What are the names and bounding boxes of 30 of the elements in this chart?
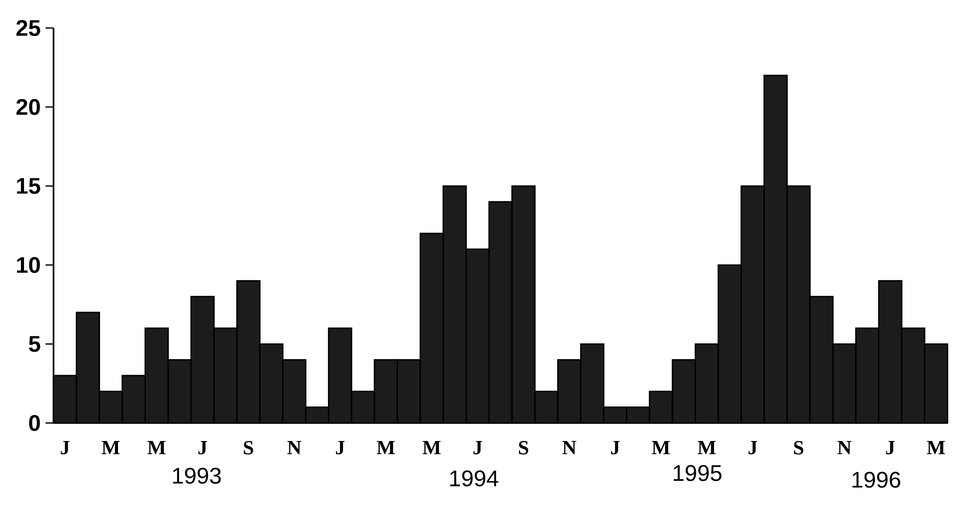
x-tick-label: S [244,441,254,454]
x-tick-label: J [474,441,482,454]
x-tick-label: N [838,441,852,454]
x-tick-label: M [102,441,120,454]
x-tick-label: J [198,441,207,454]
y-tick-label: 20 [16,98,40,116]
x-tick-label: J [886,441,895,454]
text: 1995 [674,465,722,482]
y-tick-label: 0 [29,414,40,432]
x-tick-label: S [518,441,528,454]
x-tick-label: J [611,441,620,454]
x-tick-label: N [287,441,302,454]
text: 1996 [852,472,900,488]
text: 1993 [173,468,221,484]
x-tick-label: M [926,441,945,454]
x-tick-label: J [60,441,70,454]
x-tick-label: M [148,441,166,454]
x-tick-label: M [652,441,670,454]
y-tick-label: 15 [17,178,40,194]
y-tick-label: 25 [16,20,40,36]
x-tick-label: M [698,441,716,454]
x-tick-label: M [376,441,395,454]
x-tick-label: M [422,441,441,454]
x-tick-label: J [748,441,758,454]
y-tick-label: 5 [28,336,40,352]
x-tick-label: S [794,441,804,454]
x-tick-label: J [336,441,345,454]
y-tick-label: 10 [17,256,40,274]
text: 1994 [450,470,498,486]
x-tick-label: N [562,441,576,454]
